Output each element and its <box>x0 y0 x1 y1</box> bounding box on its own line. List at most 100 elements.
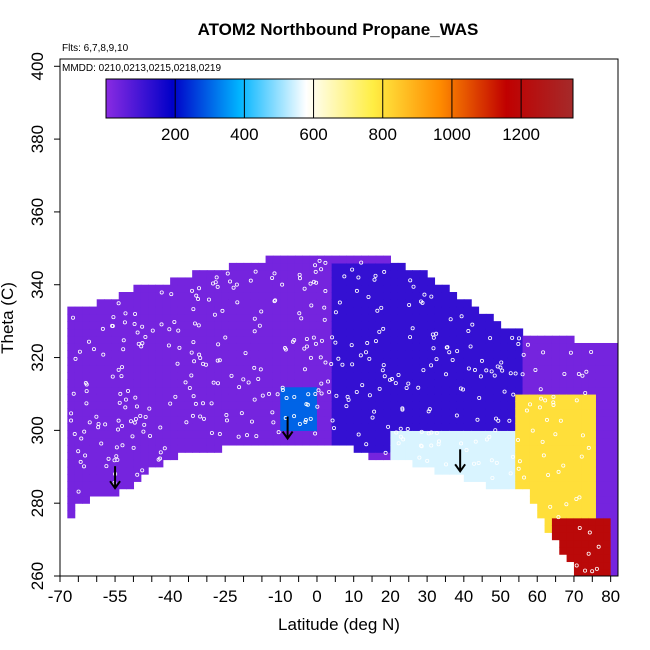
sample-point <box>373 273 378 278</box>
field-cell <box>507 350 516 359</box>
field-cell <box>566 481 575 490</box>
field-cell <box>441 408 450 417</box>
field-cell <box>148 299 157 308</box>
field-cell <box>339 270 347 279</box>
field-cell <box>610 539 618 548</box>
sample-point <box>580 373 585 378</box>
field-cell <box>412 277 421 286</box>
field-cell <box>221 423 230 431</box>
field-cell <box>419 444 428 453</box>
sample-point <box>574 496 579 501</box>
field-cell <box>368 401 377 410</box>
sample-point <box>114 445 119 450</box>
field-cell <box>551 444 560 453</box>
field-cell <box>96 423 105 431</box>
field-cell <box>390 437 399 446</box>
field-cell <box>89 459 98 468</box>
field-cell <box>236 372 245 380</box>
field-cell <box>324 430 333 439</box>
field-cell <box>331 415 340 424</box>
arrows <box>109 416 466 490</box>
field-cell <box>265 364 274 373</box>
field-cell <box>449 386 458 395</box>
field-cell <box>309 350 318 359</box>
field-cell <box>405 452 414 461</box>
field-cell <box>96 481 105 490</box>
sample-point <box>116 301 121 306</box>
sample-point <box>224 418 229 423</box>
field-cell <box>148 430 157 439</box>
field-cell <box>390 372 399 380</box>
field-cell <box>573 510 582 519</box>
x-tick-label: -10 <box>268 587 293 606</box>
sample-point <box>538 387 543 392</box>
field-cell <box>228 379 237 388</box>
sample-point <box>217 358 222 363</box>
field-cell <box>595 372 604 380</box>
field-cell <box>302 379 311 388</box>
field-cell <box>581 415 590 424</box>
field-cell <box>544 350 553 359</box>
sample-point <box>275 392 280 397</box>
field-cell <box>573 444 582 453</box>
field-cell <box>434 459 443 468</box>
field-cell <box>449 379 458 388</box>
field-cell <box>184 430 193 439</box>
field-cell <box>566 554 575 563</box>
field-cell <box>294 415 303 424</box>
sample-point <box>211 380 216 385</box>
field-cell <box>250 306 259 315</box>
sample-point <box>253 269 258 274</box>
field-cell <box>316 379 325 388</box>
sample-point <box>517 336 522 341</box>
field-cell <box>250 350 259 359</box>
sample-point <box>244 433 249 438</box>
field-cell <box>162 357 171 366</box>
field-cell <box>537 393 546 402</box>
field-cell <box>449 430 458 439</box>
field-cell <box>133 372 142 380</box>
field-cell <box>493 466 502 475</box>
field-cell <box>199 372 208 380</box>
field-cell <box>588 554 597 563</box>
field-cell <box>294 270 303 279</box>
field-cell <box>265 292 274 300</box>
field-cell <box>228 262 237 271</box>
field-cell <box>177 364 186 373</box>
field-cell <box>595 357 604 366</box>
field-cell <box>361 357 369 366</box>
field-cell <box>177 313 186 322</box>
field-cell <box>383 430 391 439</box>
field-cell <box>449 437 458 446</box>
field-cell <box>383 364 391 373</box>
sample-point <box>421 368 426 373</box>
field-cell <box>162 444 171 453</box>
field-cell <box>177 277 186 286</box>
arrow-marker <box>109 466 121 490</box>
field-cell <box>441 430 450 439</box>
field-cell <box>544 488 553 497</box>
field-cell <box>74 459 83 468</box>
field-cell <box>287 321 296 330</box>
field-cell <box>537 335 546 344</box>
field-cell <box>280 284 289 293</box>
field-cell <box>309 364 318 373</box>
field-cell <box>566 415 575 424</box>
field-cell <box>434 328 443 337</box>
sample-point <box>290 339 295 344</box>
field-cell <box>96 401 105 410</box>
field-cell <box>104 415 112 424</box>
field-cell <box>485 437 494 446</box>
field-cell <box>192 270 201 279</box>
sample-point <box>319 381 324 386</box>
field-cell <box>184 306 193 315</box>
field-cell <box>573 342 582 351</box>
field-cell <box>434 321 443 330</box>
field-cell <box>243 335 252 344</box>
field-cell <box>383 284 391 293</box>
field-cell <box>104 357 112 366</box>
x-tick-label: -70 <box>48 587 73 606</box>
field-cell <box>140 357 149 366</box>
field-cell <box>82 342 90 351</box>
field-cell <box>280 313 289 322</box>
